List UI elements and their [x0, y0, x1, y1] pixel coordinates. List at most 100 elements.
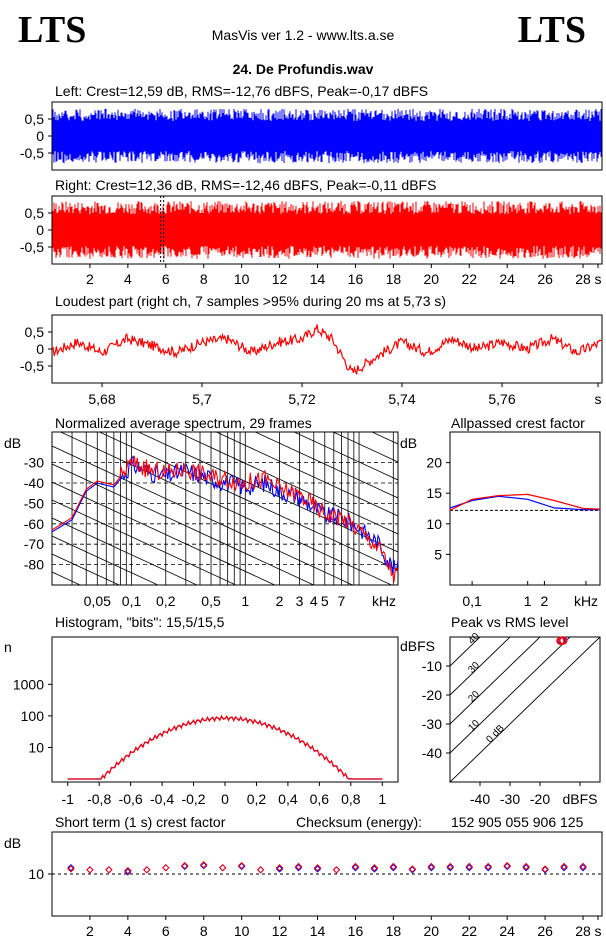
short-term-crest-point-left [275, 865, 284, 873]
short-term-crest-ylabel: dB [4, 835, 21, 851]
short-term-crest-point-left [124, 868, 132, 876]
diagonal-label: 30 [466, 660, 482, 676]
short-term-crest-xtick-label: 8 [200, 923, 208, 939]
allpassed-crest-xtick-label: kHz [574, 593, 598, 609]
short-term-crest-point-right [579, 862, 587, 871]
allpassed-crest-ylabel: dB [400, 435, 417, 451]
short-term-crest-xtick-label: 16 [348, 923, 364, 939]
spectrum-diagonal [52, 463, 315, 585]
right-waveform-xtick-label: 6 [162, 271, 170, 287]
right-waveform-xtick-label: 10 [234, 271, 250, 287]
short-term-crest-point-left [427, 863, 436, 872]
loudest-part-xtick-label: 5,72 [288, 391, 315, 407]
right-waveform-xtick-label: 24 [499, 271, 515, 287]
short-term-crest-xtick-label: 4 [124, 923, 132, 939]
spectrum-diagonal [52, 553, 120, 585]
allpassed-crest-ytick-label: 20 [426, 455, 442, 471]
histogram-xtick-label: -0,8 [87, 791, 111, 807]
short-term-crest-point-right [389, 862, 398, 871]
spectrum-xtick-label: 7 [338, 593, 346, 609]
short-term-crest-point-left [294, 863, 303, 872]
spectrum-diagonal [176, 432, 398, 535]
spectrum-diagonal [52, 608, 398, 768]
short-term-crest-point-right [67, 865, 75, 873]
short-term-crest-point-left [541, 866, 549, 874]
loudest-part-line-right [51, 324, 603, 375]
short-term-crest-point-left [503, 862, 511, 871]
short-term-crest-point-right [370, 863, 379, 872]
short-term-crest-point-right [237, 861, 246, 870]
short-term-crest-checksum-value: 152 905 055 906 125 [451, 814, 584, 830]
spectrum-ytick-label: -30 [24, 455, 44, 471]
short-term-crest-xtick-label: 12 [272, 923, 288, 939]
short-term-crest-point-right [541, 865, 549, 873]
diagonal-label: 20 [466, 689, 482, 705]
histogram-xtick-label: 1 [378, 791, 386, 807]
short-term-crest-ytick-label: 10 [28, 866, 44, 882]
peak-vs-rms-diagonals [450, 637, 600, 782]
peak-vs-rms-point-right [559, 636, 568, 645]
loudest-part-xtick-label: 5,74 [388, 391, 415, 407]
spectrum-xtick-label: 0,2 [156, 593, 176, 609]
loudest-part-title: Loudest part (right ch, 7 samples >95% d… [55, 293, 446, 309]
short-term-crest-point-right [105, 866, 113, 874]
right-waveform-xtick-label: 18 [386, 271, 402, 287]
loudest-part-xtick-label: 5,76 [488, 391, 515, 407]
loudest-part-ytick-label: -0,5 [20, 358, 44, 374]
spectrum-xtick-label: 5 [321, 593, 329, 609]
spectrum-diagonal [98, 432, 398, 571]
right-waveform-ytick-label: 0,5 [25, 205, 45, 221]
right-waveform-xtick-label: 22 [461, 271, 477, 287]
spectrum-xtick-label: 3 [296, 593, 304, 609]
short-term-crest-frame [51, 831, 603, 917]
loudest-part-xtick-label: 5,7 [192, 391, 212, 407]
right-waveform-xtick-label: 8 [200, 271, 208, 287]
short-term-crest-xtick-label: s [595, 923, 602, 939]
spectrum-ytick-label: -50 [24, 495, 44, 511]
short-term-crest-point-left [67, 863, 75, 872]
right-waveform-xtick-label: 4 [124, 271, 132, 287]
short-term-crest-point-left [143, 866, 151, 874]
spectrum-diagonal [52, 517, 198, 585]
histogram-xtick-label: 0,2 [247, 791, 267, 807]
histogram-line-right [67, 714, 383, 780]
short-term-crest-point-right [181, 861, 189, 870]
histogram-xtick-label: -0,4 [150, 791, 174, 807]
short-term-crest-point-left [332, 866, 341, 874]
short-term-crest-point-right [86, 866, 94, 874]
short-term-crest-point-right [560, 862, 568, 871]
histogram-xtick-label: -1 [62, 791, 75, 807]
spectrum-diagonal [332, 432, 398, 463]
spectrum-diagonal [52, 248, 398, 408]
right-waveform-xtick-label: 16 [348, 271, 364, 287]
spectrum-xtick-label: 0,05 [84, 593, 111, 609]
short-term-crest-point-right [294, 862, 303, 871]
peak-vs-rms-xtick-label: -40 [470, 791, 490, 807]
crest-diagonal [450, 637, 481, 667]
short-term-crest-point-left [560, 863, 568, 872]
loudest-part-ytick-label: 0,5 [25, 324, 45, 340]
allpassed-crest-line-right [449, 493, 601, 511]
peak-vs-rms-xtick-label: -30 [500, 791, 520, 807]
spectrum-ytick-label: -60 [24, 516, 44, 532]
short-term-crest-point-right [427, 862, 436, 871]
short-term-crest-point-left [484, 863, 492, 872]
diagonal-label: 0 dB [484, 723, 507, 746]
histogram-frame [51, 636, 399, 783]
spectrum-ytick-label: -80 [24, 557, 44, 573]
spectrum-frame [51, 431, 399, 586]
spectrum-diagonals [52, 248, 398, 768]
short-term-crest-point-right [275, 863, 284, 872]
spectrum-diagonal [52, 499, 237, 585]
spectrum-xtick-label: 2 [276, 593, 284, 609]
right-waveform-xtick-label: 26 [537, 271, 553, 287]
spectrum-ytick-label: -40 [24, 475, 44, 491]
loudest-part-ytick-label: 0 [36, 341, 44, 357]
loudest-part-xtick-label: 5,68 [88, 391, 115, 407]
short-term-crest-xtick-label: 20 [424, 923, 440, 939]
short-term-crest-xtick-label: 6 [162, 923, 170, 939]
left-waveform-signal [52, 108, 602, 164]
histogram-line-left [67, 715, 383, 780]
